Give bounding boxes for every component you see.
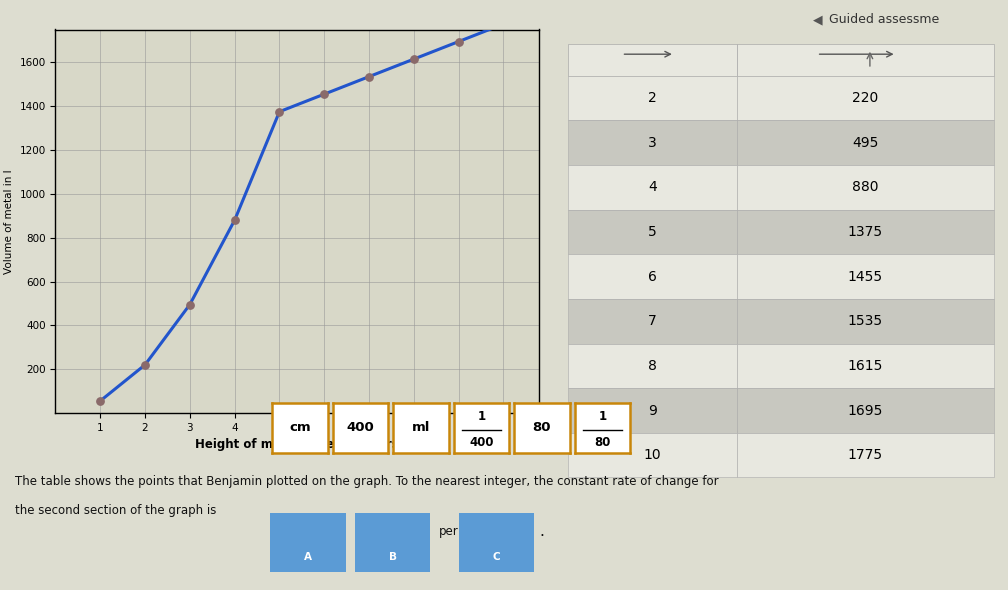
Bar — [737, 120, 994, 165]
Text: 400: 400 — [469, 436, 494, 450]
Text: 495: 495 — [853, 136, 879, 150]
Bar — [737, 254, 994, 299]
Bar — [569, 120, 737, 165]
Point — [317, 90, 333, 99]
Point — [271, 107, 287, 116]
Text: A: A — [304, 552, 311, 562]
Text: 6: 6 — [648, 270, 657, 284]
Text: 7: 7 — [648, 314, 657, 328]
Point — [361, 72, 377, 81]
Bar — [737, 433, 994, 477]
Text: 1375: 1375 — [848, 225, 883, 239]
X-axis label: Height of metal in centimeters: Height of metal in centimeters — [196, 438, 399, 451]
Text: ◀: ◀ — [813, 13, 824, 26]
Point — [137, 360, 153, 369]
Text: 1455: 1455 — [848, 270, 883, 284]
Bar — [737, 76, 994, 120]
Text: 1: 1 — [477, 410, 486, 423]
Text: cm: cm — [289, 421, 310, 434]
Bar — [737, 343, 994, 388]
Text: 3: 3 — [648, 136, 657, 150]
Bar — [737, 388, 994, 433]
Bar — [569, 165, 737, 209]
Bar — [737, 165, 994, 209]
Point — [227, 215, 243, 225]
Text: 1775: 1775 — [848, 448, 883, 462]
Text: 80: 80 — [594, 436, 611, 450]
Text: Guided assessme: Guided assessme — [829, 13, 938, 26]
Bar — [569, 254, 737, 299]
Bar — [569, 76, 737, 120]
Bar — [569, 343, 737, 388]
Point — [495, 19, 511, 29]
Bar — [569, 44, 737, 76]
Text: the second section of the graph is: the second section of the graph is — [15, 504, 217, 517]
Text: 8: 8 — [648, 359, 657, 373]
Bar — [569, 388, 737, 433]
Bar — [737, 299, 994, 343]
Text: 1695: 1695 — [848, 404, 883, 418]
Text: per: per — [438, 525, 459, 537]
Text: 5: 5 — [648, 225, 657, 239]
Text: 400: 400 — [347, 421, 374, 434]
Text: 1615: 1615 — [848, 359, 883, 373]
Bar — [737, 209, 994, 254]
Bar — [569, 209, 737, 254]
Text: 220: 220 — [853, 91, 879, 105]
Text: 80: 80 — [532, 421, 551, 434]
Y-axis label: Volume of metal in l: Volume of metal in l — [4, 169, 14, 274]
Text: .: . — [539, 523, 544, 539]
Text: 880: 880 — [852, 181, 879, 194]
Point — [181, 300, 198, 309]
Text: 10: 10 — [644, 448, 661, 462]
Point — [406, 54, 422, 64]
Text: 1: 1 — [598, 410, 607, 423]
Point — [451, 37, 467, 46]
Text: 2: 2 — [648, 91, 657, 105]
Text: ml: ml — [411, 421, 430, 434]
Bar — [569, 299, 737, 343]
Bar — [569, 433, 737, 477]
Text: The table shows the points that Benjamin plotted on the graph. To the nearest in: The table shows the points that Benjamin… — [15, 475, 719, 488]
Text: 1535: 1535 — [848, 314, 883, 328]
Text: 9: 9 — [648, 404, 657, 418]
Text: x: x — [527, 432, 533, 442]
Text: B: B — [389, 552, 396, 562]
Text: 4: 4 — [648, 181, 657, 194]
Text: C: C — [493, 552, 500, 562]
Point — [92, 396, 108, 406]
Bar — [737, 44, 994, 76]
